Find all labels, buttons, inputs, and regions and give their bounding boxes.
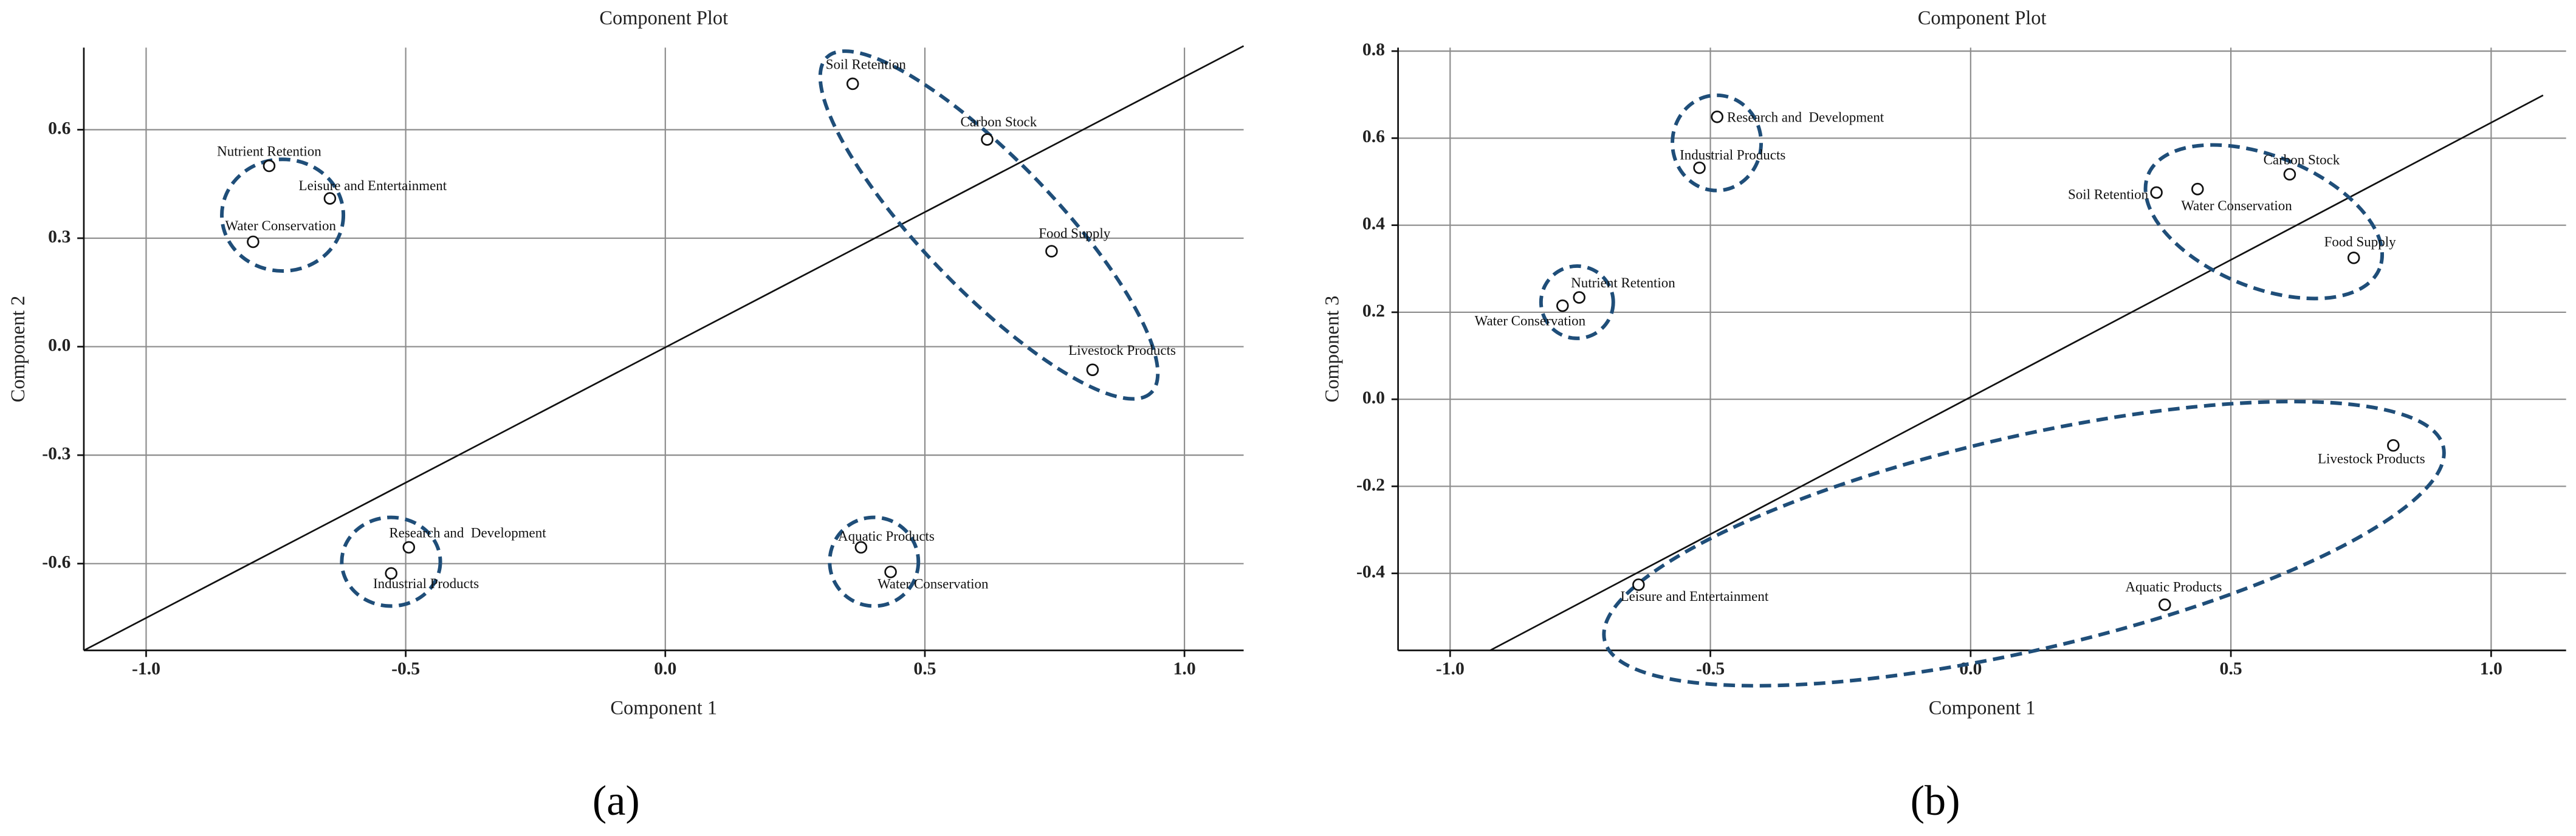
point [1711, 111, 1723, 123]
point [846, 77, 859, 91]
x-tick-label: -0.5 [1696, 659, 1725, 679]
point-label: Leisure and Entertainment [299, 178, 447, 193]
x-tick-label: 1.0 [2480, 659, 2502, 679]
point [2347, 252, 2360, 264]
x-tick-label: -1.0 [1436, 659, 1465, 679]
point-label: Carbon Stock [961, 114, 1037, 129]
annotations [83, 45, 2544, 688]
y-tick-label: 0.0 [1362, 388, 1385, 408]
point [1086, 363, 1099, 376]
point [1632, 578, 1645, 591]
point [1693, 161, 1706, 174]
y-tick-label: 0.6 [1362, 127, 1385, 146]
cluster-outline [1602, 399, 2446, 688]
reference-line [1489, 94, 2544, 651]
point [402, 541, 416, 554]
chart-title: Component Plot [1918, 7, 2047, 29]
reference-line [83, 45, 1245, 651]
point-label: Leisure and Entertainment [1621, 589, 1769, 604]
cluster-outline [1671, 93, 1764, 193]
point-label: Water Conservation [225, 218, 337, 233]
point [884, 566, 897, 578]
point-label: Aquatic Products [838, 529, 935, 544]
point [247, 235, 259, 248]
point-label: Livestock Products [1068, 343, 1176, 358]
point [1573, 291, 1585, 304]
point-label: Water Conservation [2181, 198, 2292, 213]
y-tick-label: -0.3 [42, 444, 70, 464]
x-tick-label: -0.5 [391, 659, 420, 679]
point [2191, 182, 2204, 196]
point-label: Livestock Products [2318, 451, 2425, 467]
point-label: Food Supply [2324, 234, 2397, 249]
cluster-outline [1539, 264, 1615, 340]
chart-title: Component Plot [599, 7, 728, 29]
point [385, 567, 397, 580]
cluster-outline [340, 515, 442, 608]
point-label: Soil Retention [2068, 187, 2149, 202]
point [323, 192, 337, 205]
x-tick-label: -1.0 [132, 659, 160, 679]
y-tick-label: 0.3 [48, 227, 70, 247]
x-tick-label: 0.0 [654, 659, 676, 679]
point-label: Research and Development [1727, 109, 1884, 125]
y-tick-label: 0.4 [1362, 214, 1385, 233]
y-tick-label: 0.6 [48, 118, 70, 138]
cluster-outline [818, 49, 1160, 401]
y-axis-label: Component 3 [1322, 296, 1344, 403]
point [1556, 299, 1569, 312]
x-axis-label: Component 1 [610, 697, 717, 719]
y-tick-label: -0.4 [1356, 563, 1385, 582]
x-tick-label: 0.5 [913, 659, 936, 679]
x-axis-label: Component 1 [1929, 697, 2036, 719]
point [1045, 245, 1058, 258]
y-tick-label: 0.8 [1362, 40, 1385, 60]
point-label: Soil Retention [826, 57, 907, 72]
cluster-outline [2143, 143, 2385, 301]
y-tick-label: 0.0 [48, 335, 70, 355]
point [263, 159, 276, 173]
x-tick-label: 0.5 [2220, 659, 2242, 679]
point-label: Industrial Products [1680, 147, 1785, 162]
point-label: Industrial Products [373, 576, 479, 591]
cluster-outline [220, 157, 346, 273]
point [2159, 598, 2171, 611]
panel-label: (a) [592, 777, 640, 824]
point [2387, 439, 2400, 452]
y-tick-label: -0.6 [42, 553, 70, 572]
point-label: Nutrient Retention [217, 144, 321, 159]
y-tick-label: -0.2 [1356, 475, 1385, 495]
point [2150, 186, 2163, 199]
cluster-outline [828, 515, 921, 608]
point [981, 133, 994, 146]
point-label: Food Supply [1039, 226, 1111, 241]
point-label: Water Conservation [1475, 313, 1586, 328]
point [854, 541, 868, 554]
panel-label: (b) [1911, 777, 1960, 824]
point-label: Carbon Stock [2264, 152, 2340, 167]
point-label: Nutrient Retention [1571, 275, 1675, 290]
chart: -1.0 -0.5 0.0 0.5 1.0-0.4-0.20.00.20.40.60.8… [1322, 7, 2566, 719]
point-label: Water Conservation [878, 576, 989, 591]
x-tick-label: 1.0 [1173, 659, 1196, 679]
y-tick-label: 0.2 [1362, 301, 1385, 321]
chart: -1.0 -0.5 0.0 0.5 1.0 -0.6 -0.3 0.0 0.3 0.6 Compon… [7, 7, 1244, 719]
point [2283, 168, 2296, 181]
point-label: Research and Development [389, 526, 546, 541]
point-label: Aquatic Products [2125, 580, 2222, 595]
y-axis-label: Component 2 [7, 296, 29, 403]
